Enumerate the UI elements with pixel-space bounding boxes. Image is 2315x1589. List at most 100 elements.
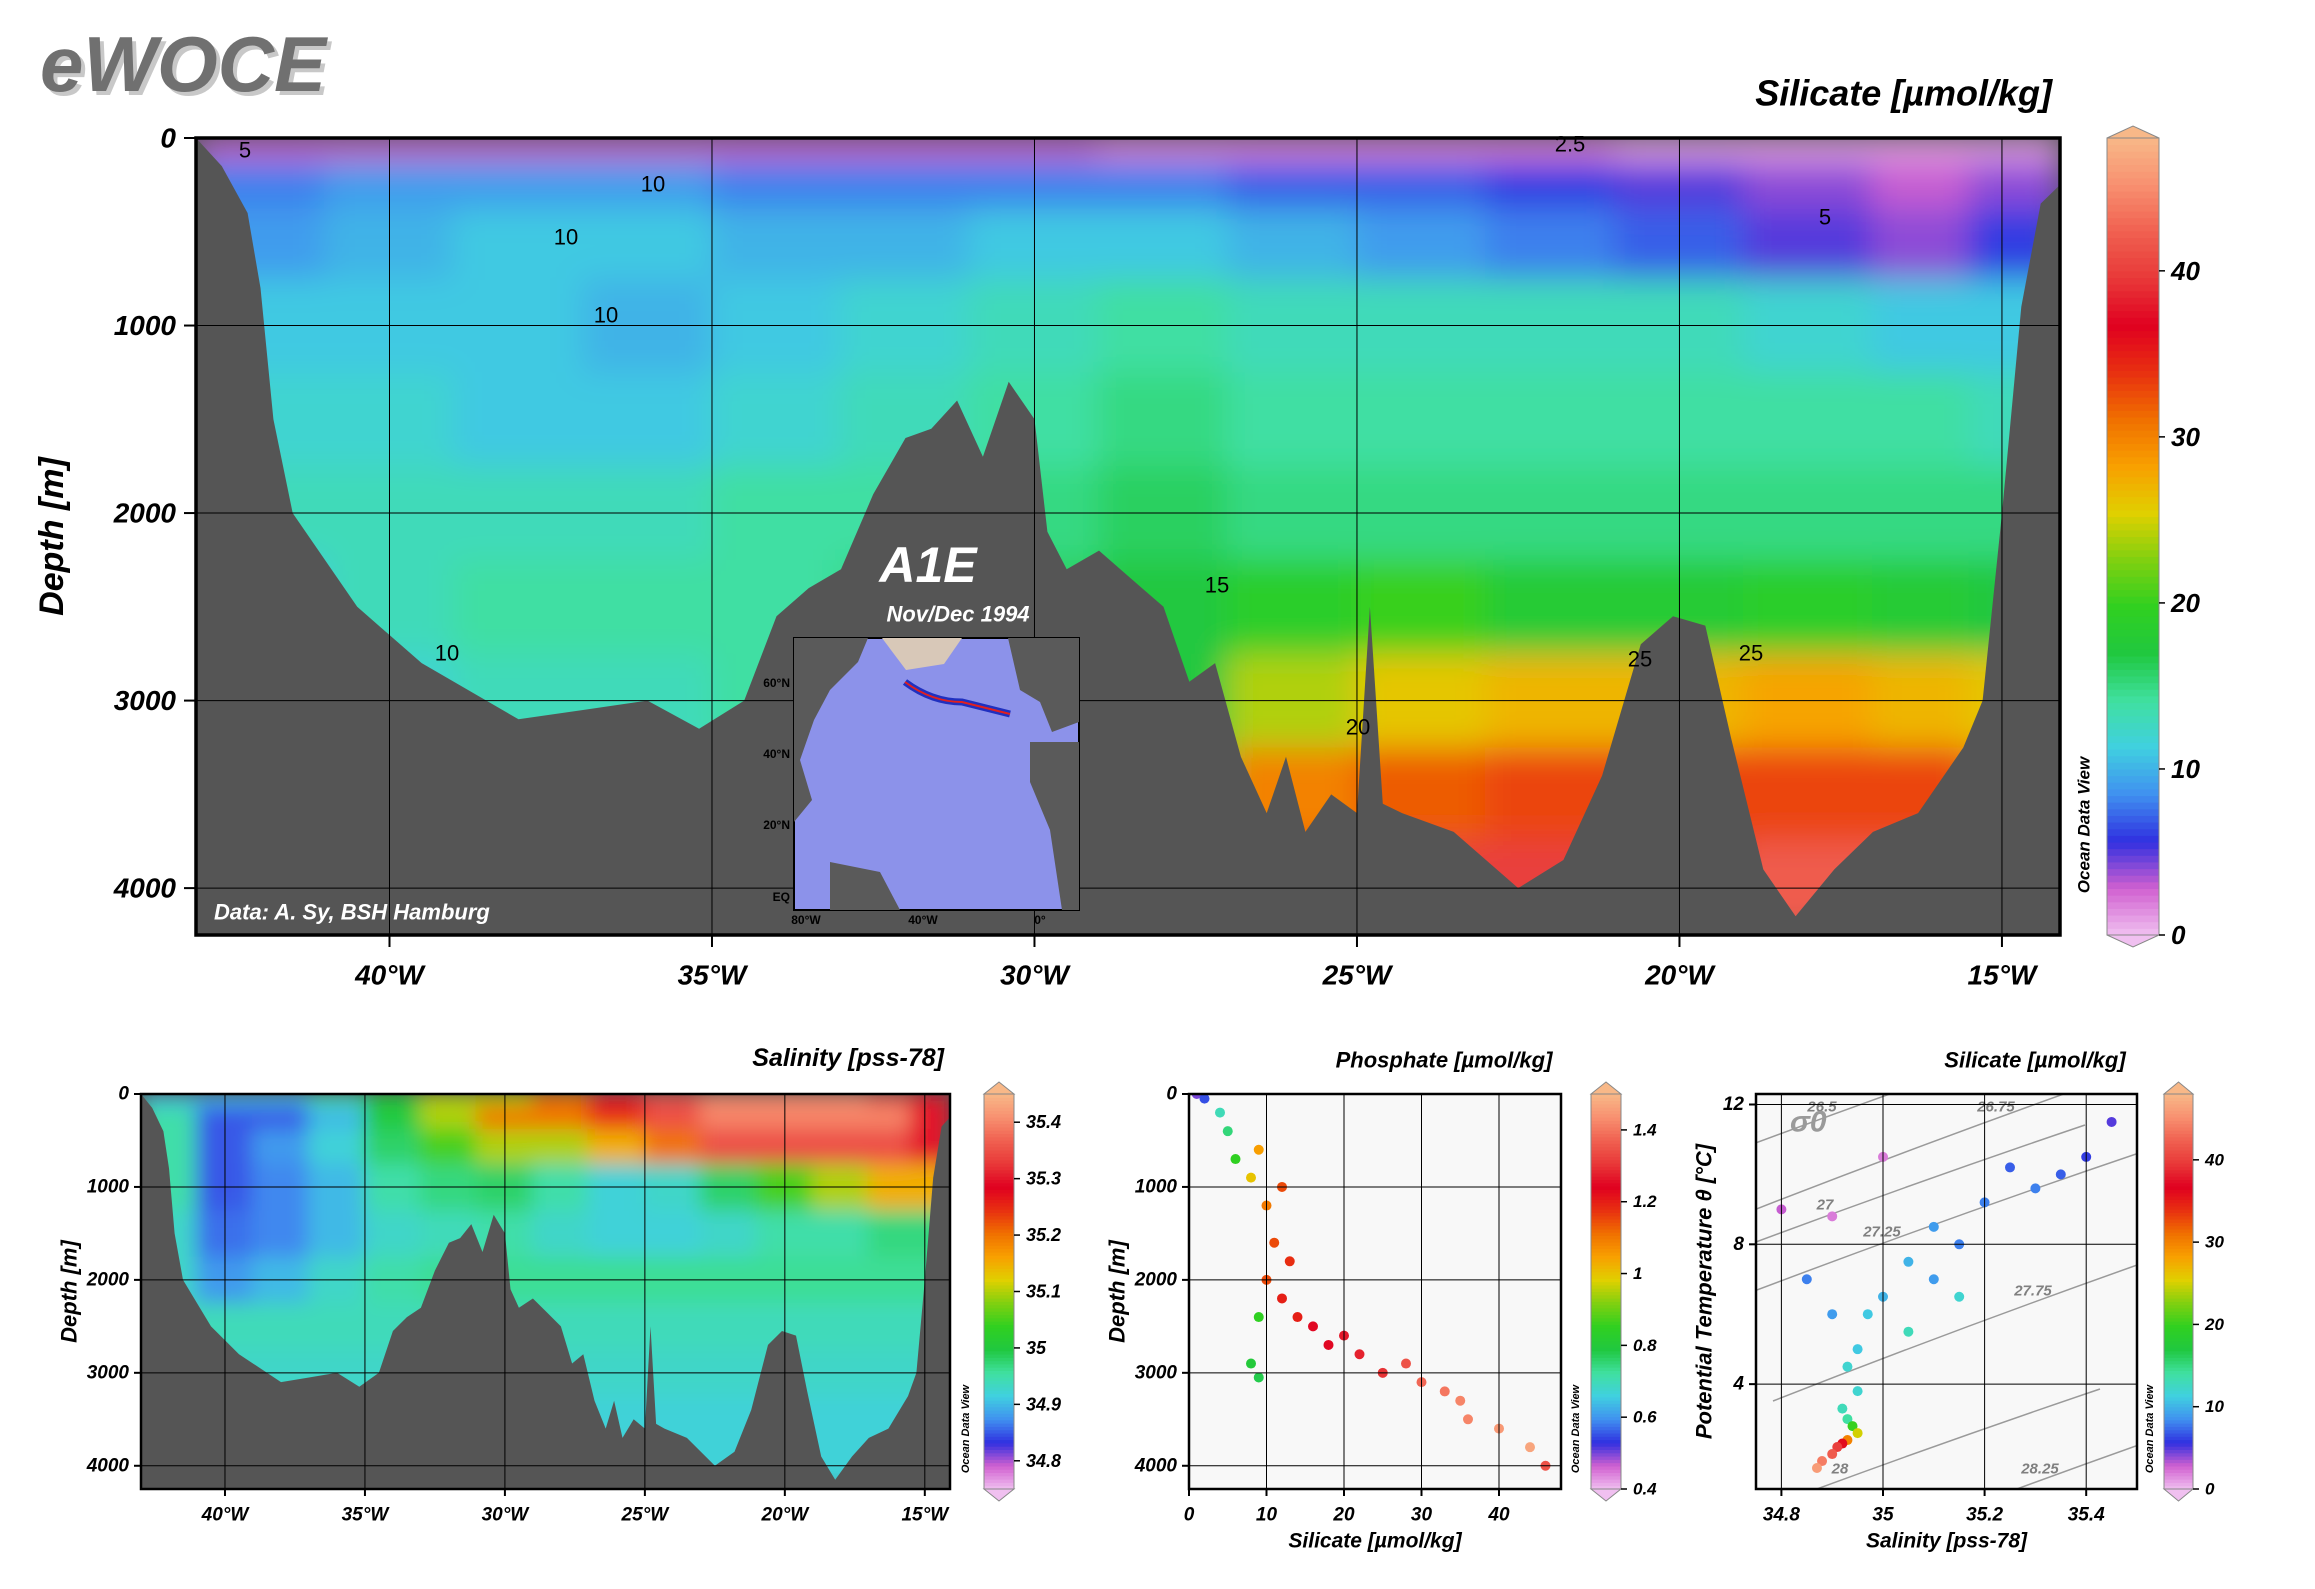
colorbar-band	[2107, 821, 2159, 830]
colorbar-tick-label: 0.4	[1633, 1480, 1657, 1499]
colorbar-band	[1591, 1103, 1621, 1108]
data-point	[1222, 1126, 1233, 1137]
colorbar-band	[2107, 429, 2159, 438]
colorbar-band	[984, 1337, 1014, 1342]
density-label: 28.25	[2020, 1461, 2059, 1478]
inset-lon-label: 0°	[1034, 913, 1046, 927]
colorbar-band	[2164, 1320, 2193, 1325]
colorbar-band	[2107, 622, 2159, 630]
colorbar-band	[1591, 1360, 1621, 1365]
colorbar-band	[1591, 1429, 1621, 1434]
colorbar-band	[1591, 1281, 1621, 1286]
field-cell	[581, 138, 713, 163]
colorbar-band	[2107, 197, 2159, 205]
field-cell	[1871, 161, 1971, 210]
field-cell	[363, 1094, 422, 1107]
colorbar-band	[2164, 1267, 2193, 1273]
colorbar-band	[984, 1123, 1014, 1128]
x-tick-label: 10	[1256, 1505, 1278, 1526]
colorbar-band	[2107, 522, 2159, 531]
inset-land	[882, 638, 962, 670]
field-cell	[1484, 208, 1616, 280]
colorbar-band	[2107, 648, 2159, 657]
inset-lat-label: 20°N	[763, 818, 790, 832]
colorbar-band	[2164, 1297, 2193, 1302]
colorbar-band	[1591, 1175, 1621, 1181]
x-tick-label: 35°W	[678, 960, 749, 991]
colorbar-band	[1591, 1366, 1621, 1371]
watermark: Ocean Data View	[2075, 755, 2094, 893]
x-tick-label: 40	[1487, 1505, 1510, 1526]
watermark: Ocean Data View	[1570, 1383, 1582, 1473]
field-cell	[1742, 161, 1874, 210]
inset-lon-label: 80°W	[791, 913, 821, 927]
data-point	[1928, 1274, 1939, 1285]
field-cell	[811, 1105, 870, 1130]
field-cell	[587, 1210, 646, 1258]
colorbar-band	[1591, 1406, 1621, 1411]
colorbar-band	[984, 1261, 1014, 1266]
x-tick-label: 20°W	[1644, 960, 1716, 991]
colorbar-band	[2164, 1429, 2193, 1434]
colorbar-band	[2107, 336, 2159, 345]
colorbar-band	[2164, 1346, 2193, 1352]
colorbar-band	[2107, 529, 2159, 537]
data-point	[1842, 1414, 1853, 1425]
colorbar-band	[984, 1310, 1014, 1316]
colorbar-band	[984, 1317, 1014, 1322]
field-cell	[811, 1396, 870, 1444]
field-cell	[1355, 372, 1487, 468]
colorbar-band	[984, 1248, 1014, 1253]
colorbar-band	[1591, 1297, 1621, 1302]
colorbar-band	[2164, 1455, 2193, 1460]
x-tick-label: 30°W	[1000, 960, 1071, 991]
colorbar-band	[2107, 542, 2159, 551]
field-cell	[699, 1105, 758, 1130]
colorbar-band	[1591, 1188, 1621, 1194]
colorbar-band	[984, 1185, 1014, 1190]
colorbar-band	[984, 1465, 1014, 1470]
colorbar-band	[2164, 1343, 2193, 1348]
colorbar-band	[2107, 449, 2159, 458]
colorbar-band	[2107, 868, 2159, 876]
x-tick-label: 40°W	[201, 1505, 251, 1526]
y-axis-label: Depth [m]	[33, 456, 71, 616]
field-cell	[251, 1105, 310, 1130]
x-tick-label: 35°W	[342, 1505, 391, 1526]
data-point	[1827, 1309, 1838, 1320]
colorbar-band	[2107, 423, 2159, 431]
colorbar-band	[984, 1175, 1014, 1181]
contour-label: 5	[239, 138, 251, 163]
colorbar-band	[2107, 257, 2159, 265]
field-cell	[867, 1105, 912, 1130]
chart-title: Phosphate [µmol/kg]	[1336, 1048, 1553, 1073]
colorbar-band	[2164, 1462, 2193, 1467]
colorbar-band	[1591, 1195, 1621, 1200]
colorbar-band	[1591, 1244, 1621, 1250]
colorbar-band	[984, 1389, 1014, 1395]
colorbar-band	[2164, 1185, 2193, 1190]
colorbar-band	[984, 1188, 1014, 1194]
colorbar-band	[1591, 1419, 1621, 1424]
colorbar-band	[1591, 1267, 1621, 1273]
field-cell	[581, 208, 713, 280]
colorbar-band	[984, 1106, 1014, 1111]
colorbar-band	[2164, 1356, 2193, 1362]
contour-label: 25	[1628, 647, 1652, 672]
colorbar-band	[1591, 1409, 1621, 1414]
colorbar-band	[984, 1333, 1014, 1339]
field-cell	[867, 1094, 912, 1107]
x-tick-label: 30	[1411, 1505, 1433, 1526]
field-cell	[1097, 372, 1229, 468]
colorbar-band	[1591, 1221, 1621, 1227]
colorbar-band	[2107, 881, 2159, 890]
colorbar-band	[1591, 1485, 1621, 1490]
colorbar-band	[2107, 276, 2159, 285]
colorbar-band	[984, 1458, 1014, 1464]
data-point	[1308, 1321, 1318, 1332]
colorbar-band	[2107, 628, 2159, 637]
colorbar-band	[1591, 1291, 1621, 1296]
colorbar-band	[1591, 1179, 1621, 1184]
colorbar-band	[984, 1103, 1014, 1108]
